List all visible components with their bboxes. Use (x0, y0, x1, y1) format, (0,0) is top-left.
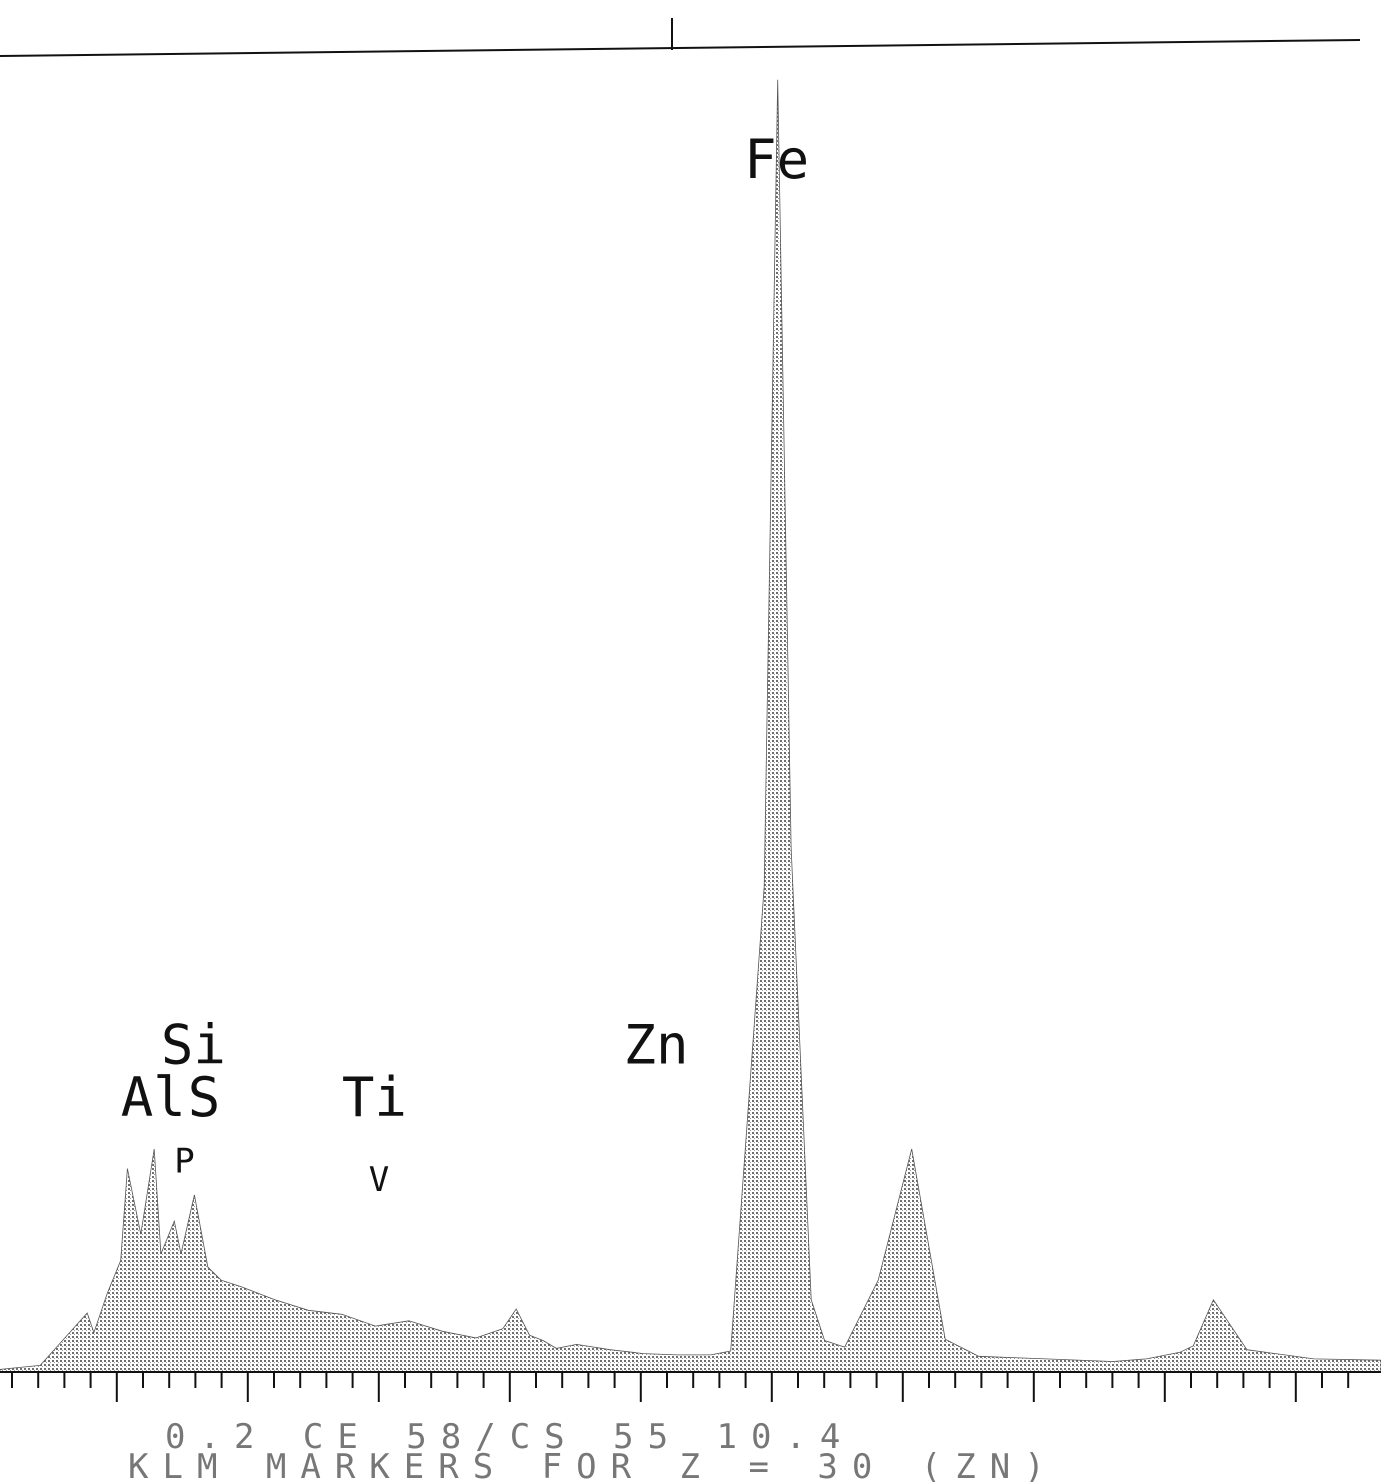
x-axis-ticks (11, 1372, 1350, 1402)
peak-label-si: Si (161, 1014, 226, 1077)
peak-label-v: V (369, 1160, 389, 1200)
footer-line-2: KLM MARKERS FOR Z = 30 (ZN) (128, 1447, 1059, 1482)
footer-line-1: 0.2 CE 58/CS 55 10.4 (165, 1417, 854, 1457)
top-frame-line (0, 39, 1361, 57)
peak-label-ti: Ti (342, 1066, 407, 1129)
peak-label-zn: Zn (624, 1014, 689, 1077)
peak-label-al: Al (121, 1066, 186, 1129)
peak-label-p: P (174, 1142, 194, 1182)
spectrum-area (0, 79, 1381, 1373)
peak-label-fe: Fe (744, 128, 809, 191)
peak-label-s: S (188, 1066, 221, 1129)
